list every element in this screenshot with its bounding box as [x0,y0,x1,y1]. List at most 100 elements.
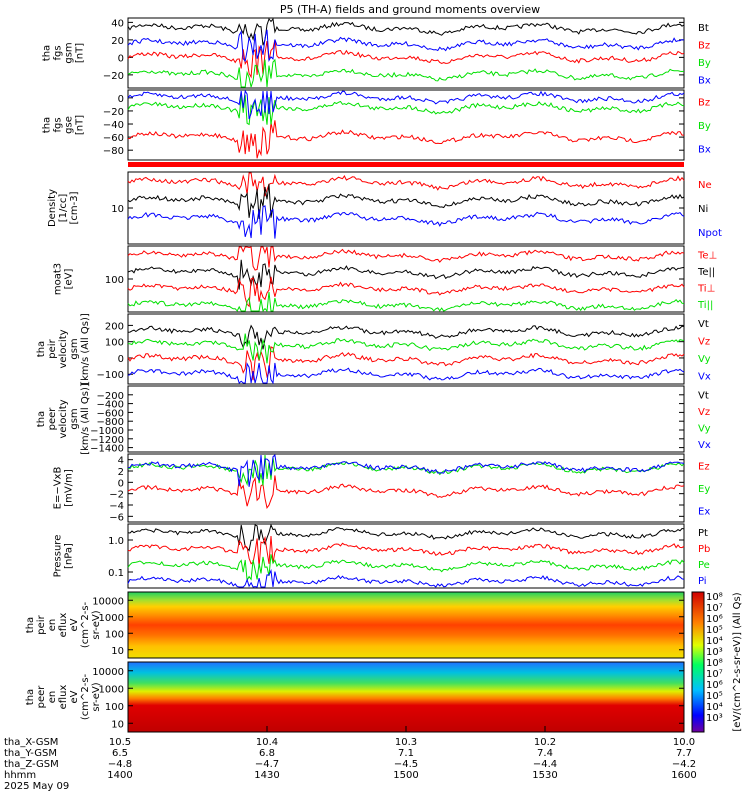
ylabel-line: gsm [64,42,75,63]
colorbar-tick: 10³ [706,713,723,724]
ytick-label: 100 [105,338,124,349]
panel-frame-peer_velocity [127,385,685,453]
colorbar-tick: 10⁵ [706,625,723,636]
ylabel-line: Pressure [53,535,64,578]
ylabel-line: eflux [58,685,69,710]
ytick-label: 10000 [92,667,124,678]
panel-frame-efield [127,453,685,523]
series-line-Bz [127,39,685,79]
ylabel-line: (cm^2-s- [80,673,91,720]
xaxis-row-label: tha_Z-GSM [4,759,59,770]
ytick-label: −4 [109,501,124,512]
legend-Vz: Vz [698,336,710,347]
series-line-Bx [127,89,685,120]
ytick-label: −1400 [90,444,124,455]
panel-bg-peer_velocity [128,386,684,452]
series-line-Bx [127,29,685,63]
ylabel-line: tha [25,617,36,633]
ylabel-line: tha [36,341,47,357]
xtick-label: 10.5 [109,737,131,748]
ylabel-line: [nT] [75,115,86,135]
xaxis-row-label: tha_X-GSM [4,737,58,748]
xtick-label: −4.5 [394,759,418,770]
ylabel-line: eflux [58,613,69,638]
panel-frame-peir_en_eflux [127,591,685,659]
series-line-Ez [127,475,685,509]
xaxis-row-label: tha_Y-GSM [4,748,57,759]
ytick-label: 1.0 [108,536,124,547]
ylabel-line: eV [69,618,80,631]
series-line-Te⊥ [127,246,685,271]
legend-Pe: Pe [698,560,710,571]
ylabel-line: [km/s (All Qs)] [80,383,91,455]
legend-Pb: Pb [698,544,710,555]
series-line-Ti⊥ [127,276,685,308]
xtick-label: 1530 [532,770,557,781]
legend-Ti||: Ti|| [697,300,713,311]
xtick-label: −4.2 [672,759,696,770]
xtick-label: −4.7 [255,759,279,770]
xtick-label: 6.5 [112,748,128,759]
legend-By: By [698,58,711,69]
legend-Vt: Vt [698,390,709,401]
ylabel-line: peir [47,338,58,358]
ytick-label: −6 [109,512,124,523]
xtick-label: −4.8 [108,759,132,770]
ylabel-line: fgs [53,117,64,132]
ytick-label: −20 [103,71,124,82]
series-line-Ey [127,454,685,487]
ytick-label: −1200 [90,435,124,446]
colorbar-tick: 10⁶ [706,614,723,625]
xtick-label: 1400 [107,770,132,781]
panel-bg-fgs_gse [128,90,684,160]
legend-Bt: Bt [698,23,709,34]
panel-peer_velocity: −200−400−600−800−1000−1200−1400 tha peer ve… [36,383,711,455]
series-line-Npot [127,205,685,239]
legend-Te⊥: Te⊥ [697,250,717,261]
ytick-label: −40 [103,120,124,131]
colorbar-gradient [691,591,705,733]
colorbar-tick: 10⁴ [706,636,723,647]
legend-Vz: Vz [698,407,710,418]
ylabel-line: sr-eV) [91,682,102,711]
ylabel-line: tha [42,117,53,133]
series-line-Bt [127,17,685,46]
legend-Ti⊥: Ti⊥ [697,283,715,294]
ytick-label: −600 [97,408,124,419]
ytick-label: −200 [97,391,124,402]
colorbar-tick: 10⁸ [706,658,723,669]
xtick-label: 7.7 [676,748,692,759]
colorbar-tick: 10³ [706,647,723,658]
colorbar-tick: 10⁸ [706,592,723,603]
panel-frame-peir_velocity [127,313,685,385]
panel-bg-temperature [128,246,684,312]
panel-frame-fgs_gsm [127,17,685,89]
ytick-label: 0 [118,478,124,489]
ylabel-line: eV [69,690,80,703]
legend-Vy: Vy [698,354,711,365]
panel-frame-pressure [127,523,685,589]
ytick-label: −2 [109,490,124,501]
ylabel-line: peer [36,685,47,709]
legend-Vx: Vx [698,371,711,382]
plot-title: P5 (TH-A) fields and ground moments over… [280,3,540,16]
legend-Vx: Vx [698,440,711,451]
legend-Te||: Te|| [697,267,715,278]
colorbar-tick: 10⁷ [706,603,723,614]
ylabel-line: tha [36,411,47,427]
panel-density: 10 Density [1/cc] [cm-3] Ne Ni Npot [47,171,722,245]
panel-peir_en_eflux: 10000 1000 100 10 tha peir en eflux eV (cm^2-s-sr… [25,591,685,659]
series-line-Ex [127,454,685,487]
legend-Bz: Bz [698,98,710,109]
panel-bg-peir_velocity [128,314,684,384]
series-line-Vt [127,324,685,350]
ylabel-line: moat3 [53,263,64,295]
xaxis-row-label: hhmm [4,770,36,781]
ytick-label: 10 [111,204,124,215]
series-line-Pe [127,554,685,582]
ylabel-line: Density [47,189,58,227]
panel-efield: 420−2−4−6 E=−VxB [mV/m] Ez Ey Ex [53,453,710,523]
ytick-label: 100 [105,275,124,286]
